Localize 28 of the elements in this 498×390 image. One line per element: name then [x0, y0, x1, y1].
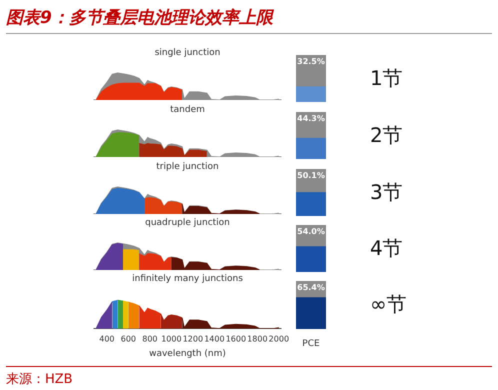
x-tick-label: 400: [99, 334, 115, 344]
x-tick-label: 2000: [268, 334, 290, 344]
text: ∞节: [370, 292, 407, 316]
text: 图表9：多节叠层电池理论效率上限: [6, 6, 492, 34]
x-tick-label: 1000: [161, 334, 182, 344]
x-tick-label: 800: [142, 334, 158, 344]
x-tick-label: 1800: [247, 334, 268, 344]
x-tick-label: 1600: [226, 334, 246, 344]
source-note: 来源：HZB: [6, 372, 73, 387]
x-axis-title: wavelength (nm): [149, 348, 226, 359]
text: 2节: [370, 123, 403, 147]
chart-title: tandem: [170, 104, 205, 115]
x-tick-label: 1400: [204, 334, 225, 344]
text: 3节: [370, 180, 403, 204]
x-tick-label: 1200: [182, 334, 204, 344]
data-label: 50.1%: [297, 171, 325, 180]
chart-title: quadruple junction: [145, 218, 230, 228]
text: 1节: [370, 66, 403, 90]
data-label: 65.4%: [297, 283, 325, 292]
x-tick-label: 600: [120, 334, 136, 344]
chart-title: infinitely many junctions: [132, 274, 244, 284]
data-label: 54.0%: [297, 227, 325, 236]
chart-title: triple junction: [156, 162, 219, 172]
chart-title: single junction: [154, 48, 220, 58]
data-label: 32.5%: [297, 57, 325, 66]
x-axis-title: PCE: [302, 338, 320, 349]
text: 4节: [370, 236, 403, 260]
data-label: 44.3%: [297, 114, 325, 124]
